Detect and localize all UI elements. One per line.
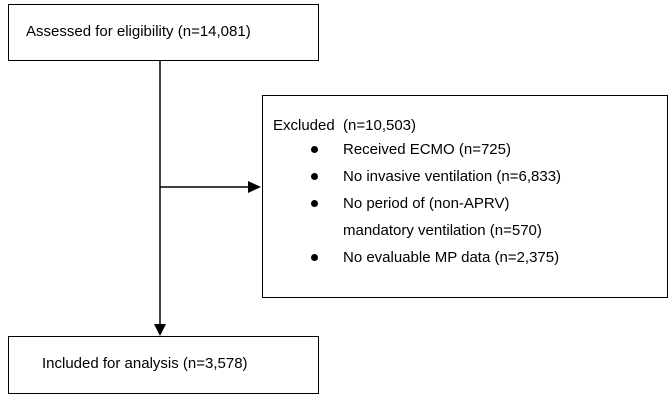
assessed-box: Assessed for eligibility (n=14,081): [8, 4, 319, 61]
excluded-box: Excluded (n=10,503) Received ECMO (n=725…: [262, 95, 668, 298]
box-label: Included for analysis (n=3,578): [42, 355, 248, 372]
exclusion-item: No invasive ventilation (n=6,833): [293, 163, 583, 190]
exclusion-item: No evaluable MP data (n=2,375): [293, 244, 583, 271]
included-box: Included for analysis (n=3,578): [8, 336, 319, 394]
box-label: Assessed for eligibility (n=14,081): [26, 23, 251, 40]
arrow-head: [154, 324, 166, 336]
arrow-head: [248, 181, 261, 193]
exclusion-item: No period of (non-APRV) mandatory ventil…: [293, 190, 583, 244]
exclusion-item: Received ECMO (n=725): [293, 136, 583, 163]
exclusion-list: Received ECMO (n=725) No invasive ventil…: [293, 136, 583, 271]
box-label: Excluded (n=10,503): [273, 117, 417, 134]
